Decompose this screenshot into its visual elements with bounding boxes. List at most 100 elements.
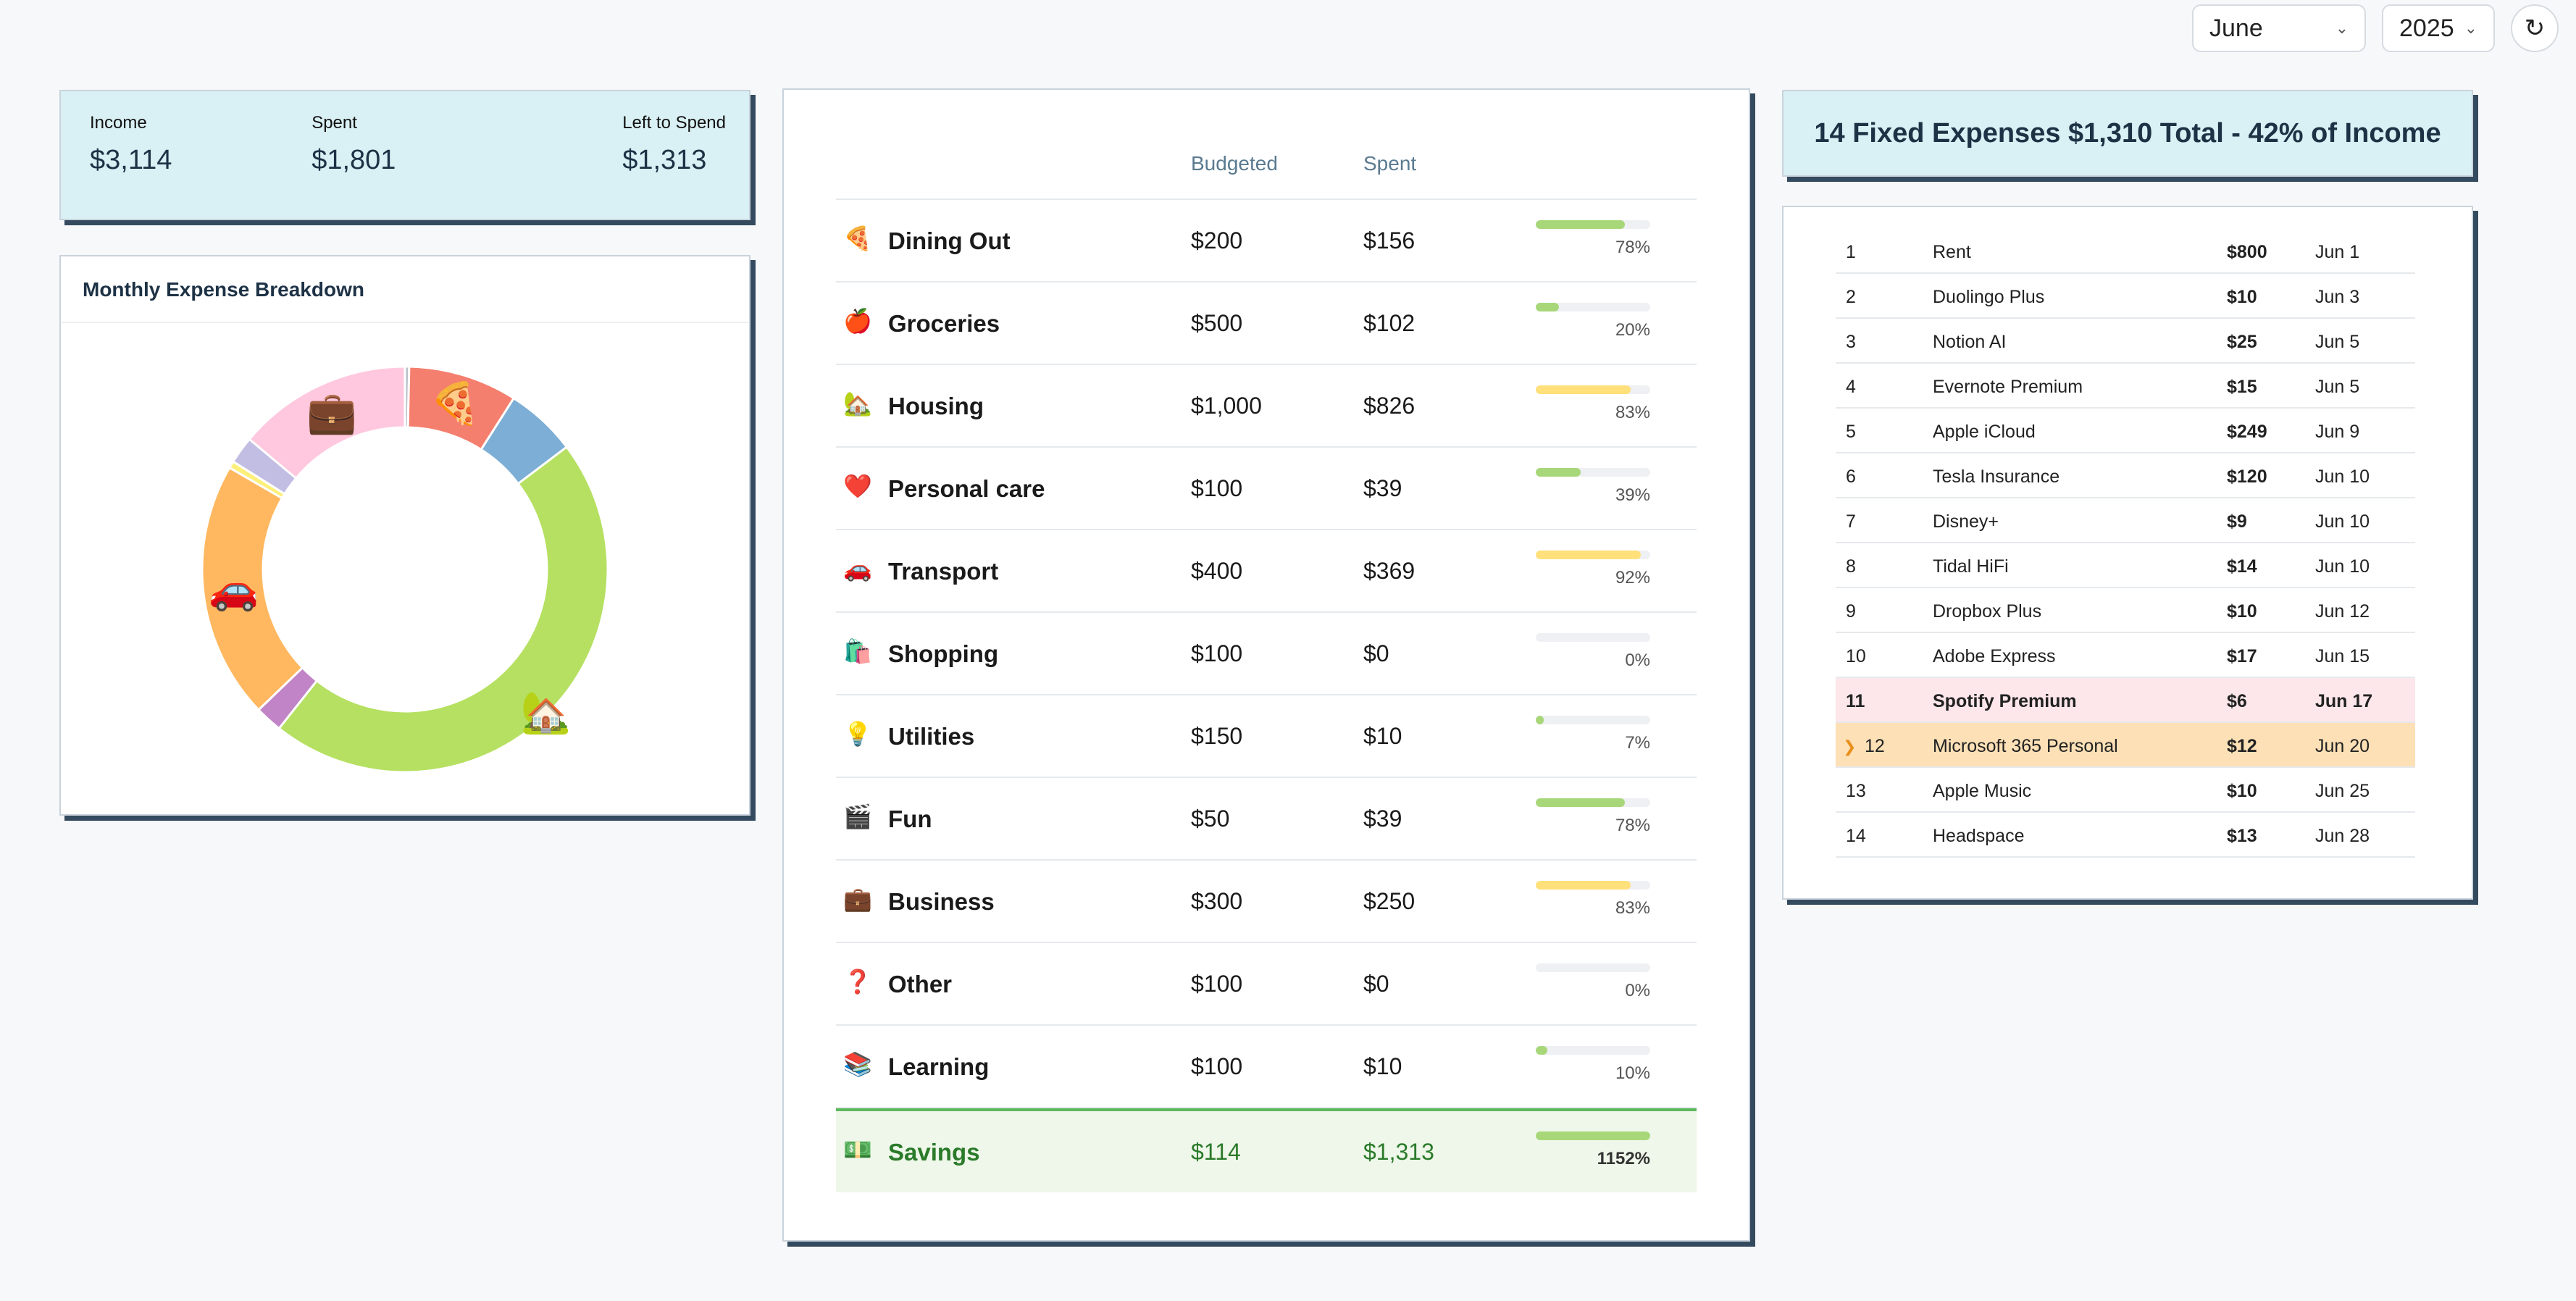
category-row[interactable]: 📚 Learning $100 $10 10% xyxy=(836,1026,1697,1108)
category-budgeted: $150 xyxy=(1191,723,1243,749)
expense-name: Rent xyxy=(1933,242,1971,262)
fixed-expense-row[interactable]: 6 Tesla Insurance $120 Jun 10 xyxy=(1836,453,2415,498)
progress-bar xyxy=(1536,551,1650,559)
progress-bar xyxy=(1536,716,1650,724)
fixed-expense-row[interactable]: 10 Adobe Express $17 Jun 15 xyxy=(1836,633,2415,678)
fixed-expense-row[interactable]: 3 Notion AI $25 Jun 5 xyxy=(1836,319,2415,364)
progress-bar xyxy=(1536,881,1650,890)
progress-fill xyxy=(1536,1046,1547,1055)
category-spent: $102 xyxy=(1363,310,1415,336)
expense-number: 6 xyxy=(1846,467,1856,487)
fixed-expense-row[interactable]: 9 Dropbox Plus $10 Jun 12 xyxy=(1836,588,2415,633)
budgeted-column-header: Budgeted xyxy=(1191,152,1278,175)
category-name: Learning xyxy=(888,1053,990,1080)
category-icon: 🍕 xyxy=(843,225,872,251)
spent-label: Spent xyxy=(311,113,357,133)
fixed-expense-row[interactable]: 1 Rent $800 Jun 1 xyxy=(1836,229,2415,274)
expense-amount: $15 xyxy=(2227,377,2257,397)
donut-segment[interactable] xyxy=(248,365,406,480)
expense-number: 2 xyxy=(1846,287,1856,307)
expense-name: Disney+ xyxy=(1933,511,1999,532)
progress-fill xyxy=(1536,468,1581,477)
category-row[interactable]: 🍕 Dining Out $200 $156 78% xyxy=(836,200,1697,283)
expense-name: Headspace xyxy=(1933,826,2025,846)
category-budgeted: $500 xyxy=(1191,310,1243,336)
expense-name: Tidal HiFi xyxy=(1933,556,2009,577)
expense-number: 7 xyxy=(1846,511,1856,532)
expense-date: Jun 25 xyxy=(2315,781,2370,801)
category-row[interactable]: 💡 Utilities $150 $10 7% xyxy=(836,695,1697,778)
expense-name: Notion AI xyxy=(1933,332,2007,352)
expense-number: 8 xyxy=(1846,556,1856,577)
fixed-expense-row[interactable]: 8 Tidal HiFi $14 Jun 10 xyxy=(1836,543,2415,588)
donut-segment-icon: 🍕 xyxy=(430,380,480,427)
category-name: Dining Out xyxy=(888,227,1011,254)
fixed-expense-row[interactable]: 14 Headspace $13 Jun 28 xyxy=(1836,813,2415,858)
fixed-expense-row[interactable]: 4 Evernote Premium $15 Jun 5 xyxy=(1836,364,2415,409)
category-percent: 20% xyxy=(1615,320,1650,340)
progress-bar xyxy=(1536,1046,1650,1055)
expense-amount: $12 xyxy=(2227,736,2257,756)
category-row[interactable]: 🍎 Groceries $500 $102 20% xyxy=(836,283,1697,365)
fixed-expense-row[interactable]: 5 Apple iCloud $249 Jun 9 xyxy=(1836,409,2415,453)
category-percent: 0% xyxy=(1625,650,1650,670)
spent-value: $1,801 xyxy=(311,145,396,175)
expense-number: 12 xyxy=(1865,736,1885,756)
category-icon: ❤️ xyxy=(843,473,872,499)
fixed-expense-row[interactable]: 13 Apple Music $10 Jun 25 xyxy=(1836,768,2415,813)
expense-name: Microsoft 365 Personal xyxy=(1933,736,2118,756)
expense-date: Jun 20 xyxy=(2315,736,2370,756)
expense-amount: $10 xyxy=(2227,287,2257,307)
savings-row[interactable]: 💵 Savings $114 $1,313 1152% xyxy=(836,1108,1697,1192)
category-name: Other xyxy=(888,971,953,997)
category-budgeted: $100 xyxy=(1191,640,1243,666)
donut-segment[interactable] xyxy=(277,445,609,774)
progress-fill xyxy=(1536,1131,1650,1140)
category-icon: ❓ xyxy=(843,969,872,995)
category-name: Personal care xyxy=(888,475,1045,502)
expense-date: Jun 5 xyxy=(2315,332,2360,352)
progress-fill xyxy=(1536,220,1626,229)
category-row[interactable]: ❤️ Personal care $100 $39 39% xyxy=(836,448,1697,530)
expense-date: Jun 10 xyxy=(2315,467,2370,487)
category-icon: 🏡 xyxy=(843,390,872,417)
donut-svg: 🍕 🏡 🚗 💼 xyxy=(201,365,609,774)
category-row[interactable]: 🛍️ Shopping $100 $0 0% xyxy=(836,613,1697,695)
expense-amount: $6 xyxy=(2227,691,2247,711)
category-icon: 🛍️ xyxy=(843,638,872,664)
progress-fill xyxy=(1536,303,1559,311)
expense-date: Jun 3 xyxy=(2315,287,2360,307)
spent-stat: Spent $1,801 xyxy=(311,113,396,219)
category-name: Utilities xyxy=(888,723,975,750)
month-select[interactable]: June ⌄ xyxy=(2192,4,2366,52)
expense-number: 14 xyxy=(1846,826,1866,846)
expense-date: Jun 28 xyxy=(2315,826,2370,846)
expense-date: Jun 5 xyxy=(2315,377,2360,397)
category-name: Transport xyxy=(888,558,999,585)
fixed-expense-row[interactable]: 2 Duolingo Plus $10 Jun 3 xyxy=(1836,274,2415,319)
expense-number: 4 xyxy=(1846,377,1856,397)
category-row[interactable]: 🎬 Fun $50 $39 78% xyxy=(836,778,1697,861)
fixed-expense-row[interactable]: ❯ 12 Microsoft 365 Personal $12 Jun 20 xyxy=(1836,723,2415,768)
fixed-expenses-summary: 14 Fixed Expenses $1,310 Total - 42% of … xyxy=(1814,117,2441,148)
category-name: Fun xyxy=(888,806,932,832)
category-budgeted: $100 xyxy=(1191,475,1243,501)
category-row[interactable]: 🚗 Transport $400 $369 92% xyxy=(836,530,1697,613)
fixed-expense-row[interactable]: 11 Spotify Premium $6 Jun 17 xyxy=(1836,678,2415,723)
year-select[interactable]: 2025 ⌄ xyxy=(2382,4,2495,52)
expense-name: Adobe Express xyxy=(1933,646,2056,666)
expense-amount: $14 xyxy=(2227,556,2257,577)
fixed-expense-row[interactable]: 7 Disney+ $9 Jun 10 xyxy=(1836,498,2415,543)
category-row[interactable]: 🏡 Housing $1,000 $826 83% xyxy=(836,365,1697,448)
left-label: Left to Spend xyxy=(622,113,726,133)
expense-name: Evernote Premium xyxy=(1933,377,2083,397)
category-row[interactable]: ❓ Other $100 $0 0% xyxy=(836,943,1697,1026)
progress-bar xyxy=(1536,468,1650,477)
expense-date: Jun 12 xyxy=(2315,601,2370,622)
donut-chart: 🍕 🏡 🚗 💼 xyxy=(61,323,749,816)
category-spent: $10 xyxy=(1363,723,1402,749)
category-row[interactable]: 💼 Business $300 $250 83% xyxy=(836,861,1697,943)
expense-date: Jun 1 xyxy=(2315,242,2360,262)
category-percent: 39% xyxy=(1615,485,1650,505)
refresh-button[interactable]: ↻ xyxy=(2511,4,2559,52)
